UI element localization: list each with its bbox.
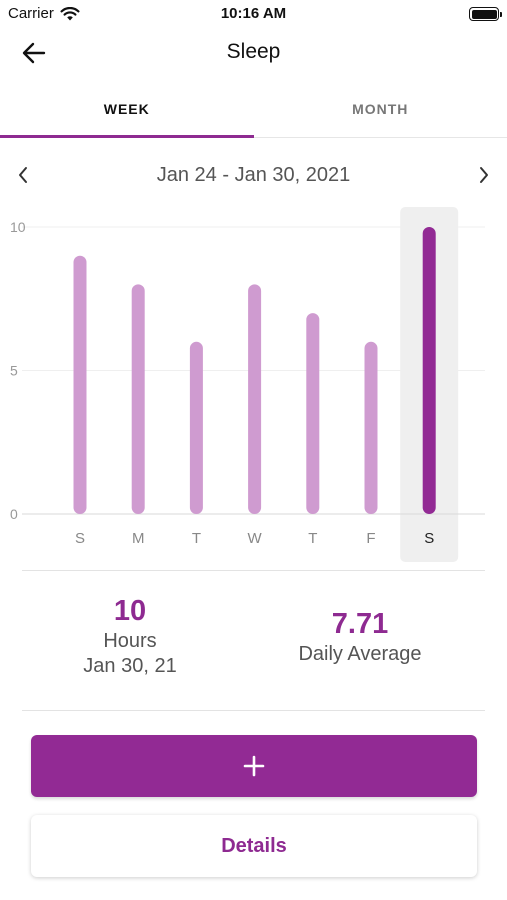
daily-average-value: 7.71 — [331, 608, 389, 640]
wifi-icon — [60, 6, 80, 20]
chevron-right-icon — [480, 167, 488, 183]
bar-5 — [364, 341, 378, 514]
nav-bar: Sleep — [0, 28, 507, 78]
divider — [22, 570, 485, 571]
chevron-left-icon — [19, 167, 27, 183]
next-range-button[interactable] — [469, 160, 499, 190]
selected-hours-value: 10 — [113, 595, 147, 627]
x-tick-label: S — [424, 530, 434, 547]
previous-range-button[interactable] — [8, 160, 38, 190]
bar-1 — [131, 284, 145, 514]
battery-icon — [469, 7, 502, 21]
x-tick-label: M — [132, 530, 145, 547]
tab-week[interactable]: WEEK — [0, 80, 254, 138]
plus-icon — [243, 755, 265, 777]
details-button[interactable]: Details — [31, 815, 477, 877]
divider — [22, 710, 485, 711]
add-sleep-button[interactable] — [31, 735, 477, 797]
bar-2 — [189, 341, 203, 514]
selected-hours-unit: Hours — [103, 630, 157, 652]
bar-6 — [422, 227, 436, 514]
back-button[interactable] — [14, 36, 54, 70]
x-tick-label: W — [248, 530, 263, 547]
y-tick-label: 10 — [10, 219, 26, 235]
x-tick-label: T — [192, 530, 201, 547]
x-tick-label: F — [366, 530, 375, 547]
y-tick-label: 0 — [10, 506, 18, 522]
selected-day-stat: 10 Hours Jan 30, 21 — [40, 595, 220, 678]
carrier-label: Carrier — [8, 5, 54, 22]
sleep-bar-chart: 0 5 10 S M T W T F S — [10, 207, 485, 562]
status-time: 10:16 AM — [220, 5, 287, 22]
tab-month[interactable]: MONTH — [352, 100, 409, 117]
x-tick-label: T — [308, 530, 317, 547]
y-tick-label: 5 — [10, 363, 18, 379]
page-title: Sleep — [226, 40, 281, 63]
x-tick-label: S — [75, 530, 85, 547]
bar-4 — [306, 313, 320, 514]
arrow-left-icon — [22, 42, 46, 64]
bar-3 — [248, 284, 262, 514]
selected-date: Jan 30, 21 — [83, 655, 177, 677]
bar-0 — [73, 255, 87, 514]
date-range-selector: Jan 24 - Jan 30, 2021 — [0, 150, 507, 202]
status-left: Carrier — [8, 5, 80, 22]
date-range-label: Jan 24 - Jan 30, 2021 — [156, 164, 351, 186]
daily-average-label: Daily Average — [298, 643, 422, 665]
daily-average-stat: 7.71 Daily Average — [270, 608, 450, 666]
status-bar: Carrier 10:16 AM — [0, 0, 507, 28]
period-tabs: WEEK MONTH — [0, 80, 507, 138]
